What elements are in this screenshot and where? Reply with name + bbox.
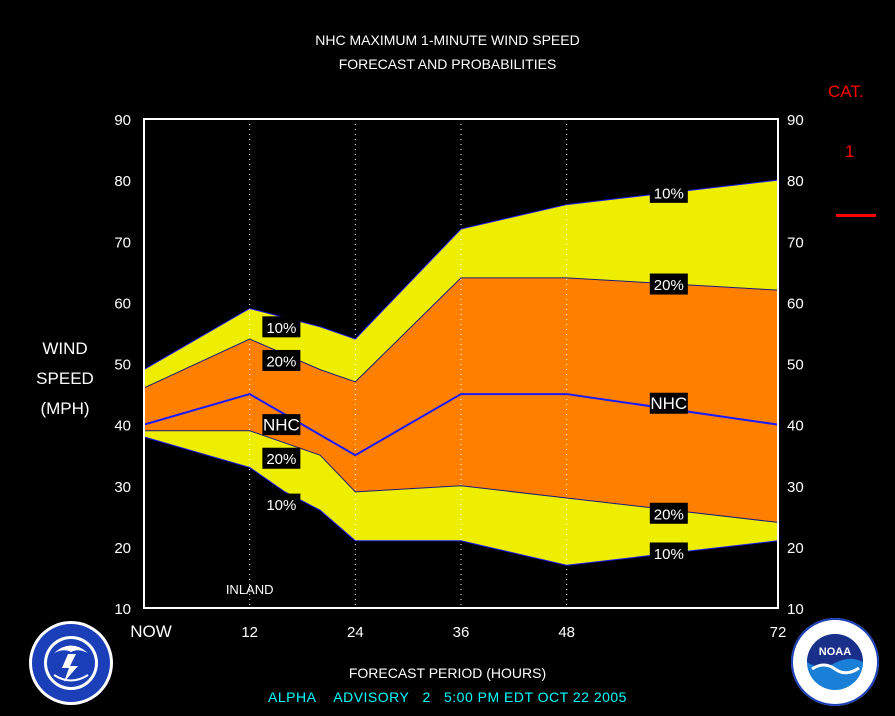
nws-seal-logo [29,621,113,705]
x-tick-36: 36 [453,624,470,641]
y-tick-right-10: 10 [787,601,804,618]
advisory-time: 5:00 PM EDT OCT 22 2005 [444,689,627,705]
y-tick-right-60: 60 [787,295,804,312]
advisory-number: 2 [422,689,431,705]
inner-probability-band [144,277,778,523]
x-tick-24: 24 [347,624,364,641]
y-axis-label-line3: (MPH) [40,399,90,418]
category-line-swatch [836,214,876,217]
advisory-storm-name: ALPHA [268,689,317,705]
y-tick-labels: 10 10 20 20 30 30 40 40 50 50 60 60 70 70 80 80 90 90 [114,112,803,618]
chart-title-line1: NHC MAXIMUM 1-MINUTE WIND SPEED [315,32,580,48]
y-tick-left-30: 30 [114,479,131,496]
series-line-20pct-lower [144,430,779,523]
plot-border [143,118,779,609]
advisory-line: ALPHA ADVISORY 2 5:00 PM EDT OCT 22 2005 [0,689,895,705]
probability-bands [144,180,778,566]
x-tick-48: 48 [558,624,575,641]
y-tick-left-80: 80 [114,173,131,190]
noaa-seal-logo: NOAA [791,618,879,706]
y-axis-label-line1: WIND [42,339,88,358]
advisory-label: ADVISORY [333,689,410,705]
series-label-10pct: 10% [654,546,684,563]
y-tick-left-10: 10 [114,601,131,618]
y-tick-right-30: 30 [787,479,804,496]
x-tick-labels: NOW 12 24 36 48 72 [130,622,786,641]
series-label-20pct: 20% [266,353,296,370]
series-label-10pct: 10% [654,185,684,202]
y-tick-left-50: 50 [114,357,131,374]
series-label-20pct: 20% [654,277,684,294]
series-label-box [262,316,301,338]
series-label-10pct: 10% [266,320,296,337]
y-tick-right-70: 70 [787,234,804,251]
y-tick-left-40: 40 [114,418,131,435]
y-axis-label-line2: SPEED [36,369,94,388]
series-label-box [649,273,688,295]
y-tick-right-80: 80 [787,173,804,190]
y-tick-left-20: 20 [114,540,131,557]
series-label-box [262,447,301,469]
series-label-nhc: NHC [263,416,300,435]
series-label-box [649,181,688,203]
series-labels: 10% 20% NHC 20% 10% 10% 20% NHC 20% 10% [262,181,688,564]
category-label: CAT. [828,82,864,101]
series-label-box [649,502,688,524]
y-tick-right-90: 90 [787,112,804,129]
x-axis-title: FORECAST PERIOD (HOURS) [348,665,547,681]
series-label-10pct: 10% [266,497,296,514]
plot-frame [143,118,779,609]
series-label-box [262,493,301,515]
category-value: 1 [845,142,855,161]
y-tick-left-60: 60 [114,295,131,312]
series-label-box [262,414,301,436]
y-tick-left-70: 70 [114,234,131,251]
x-tick-12: 12 [241,624,258,641]
series-line-nhc [143,392,779,457]
noaa-logo-text: NOAA [819,646,851,658]
y-tick-right-20: 20 [787,540,804,557]
y-tick-right-50: 50 [787,357,804,374]
series-label-20pct: 20% [654,506,684,523]
series-lines [143,179,779,566]
inland-annotation: INLAND [226,582,274,597]
series-label-box [649,542,688,564]
series-line-10pct-lower [143,436,779,566]
x-tick-now: NOW [130,622,172,641]
x-tick-72: 72 [770,624,787,641]
chart-title-line2: FORECAST AND PROBABILITIES [338,56,557,72]
y-tick-right-40: 40 [787,418,804,435]
series-label-box [649,392,688,414]
y-tick-left-90: 90 [114,112,131,129]
series-label-nhc: NHC [650,394,687,413]
series-label-box [262,349,301,371]
series-label-20pct: 20% [266,451,296,468]
